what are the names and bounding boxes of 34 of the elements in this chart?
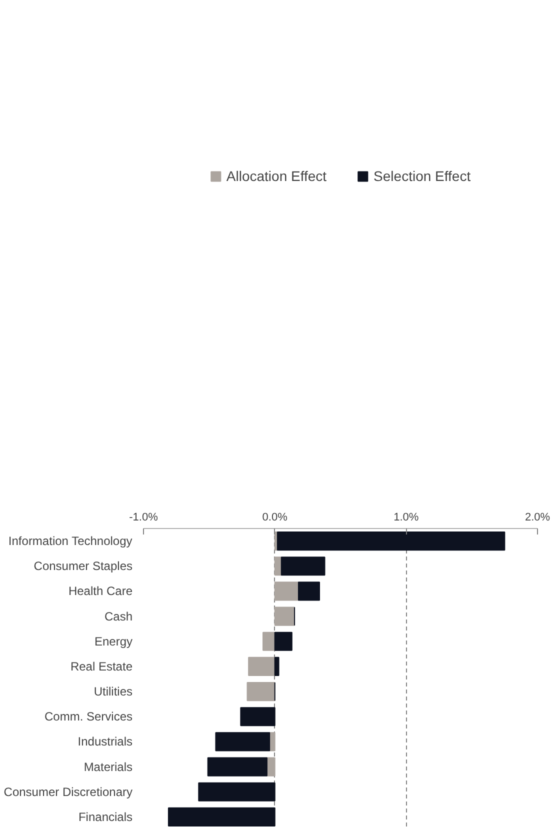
y-tick-label: Utilities [94,684,132,699]
legend-label: Selection Effect [374,168,471,184]
x-tick-label: 1.0% [394,512,419,524]
y-tick-label: Consumer Discretionary [4,784,133,799]
bar [298,582,320,601]
y-tick-label: Comm. Services [44,710,132,724]
bar [207,757,268,776]
y-tick-label: Cash [104,609,132,624]
bar [262,632,276,651]
bar [198,782,276,802]
bar [280,556,326,576]
bar [274,582,299,601]
y-tick-label: Information Technology [8,534,132,548]
x-tick-label: 0.0% [262,512,288,524]
y-tick-label: Energy [94,634,133,648]
bar [215,732,270,752]
bar [274,632,292,651]
y-tick-label: Financials [78,810,133,824]
bar [248,656,276,676]
y-tick-label: Consumer Staples [34,559,133,574]
x-tick-label: -1.0% [129,512,158,524]
y-tick-label: Industrials [78,734,133,749]
y-tick-label: Real Estate [70,659,133,674]
bar [266,757,276,776]
y-tick-label: Health Care [68,584,133,598]
legend-label: Allocation Effect [226,168,327,184]
x-tick-label: 2.0% [524,512,550,524]
bar [274,606,296,626]
y-tick-label: Materials [84,760,133,774]
bar [274,656,280,676]
bar [240,707,276,726]
bar [276,532,506,551]
bar [168,807,276,826]
bar [246,682,276,702]
